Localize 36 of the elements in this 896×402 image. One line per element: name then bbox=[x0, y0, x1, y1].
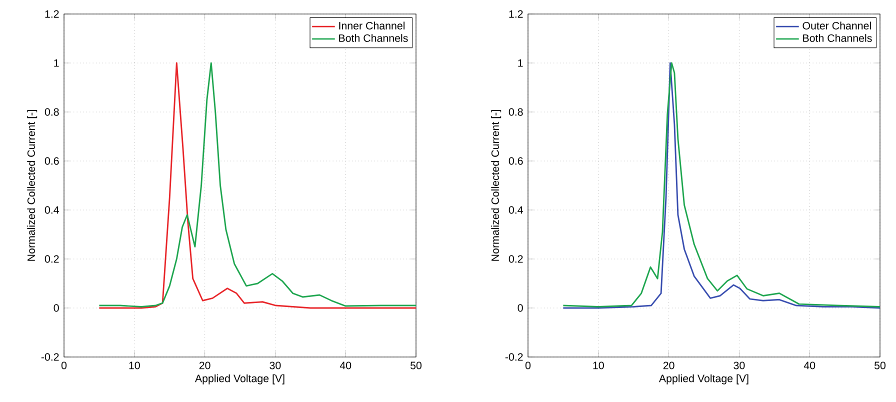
x-tick-label: 10 bbox=[129, 362, 140, 370]
y-tick-label: 0.2 bbox=[508, 255, 523, 263]
y-tick-label: 0 bbox=[54, 304, 59, 312]
legend-label: Inner Channel bbox=[339, 22, 405, 30]
y-axis-title: Normalized Collected Current [-] bbox=[491, 110, 502, 261]
x-tick-label: 40 bbox=[340, 362, 352, 370]
y-tick-label: -0.2 bbox=[41, 353, 59, 361]
y-tick-label: 1 bbox=[518, 59, 523, 67]
y-axis-title: Normalized Collected Current [-] bbox=[27, 110, 38, 261]
x-tick-label: 20 bbox=[663, 362, 674, 370]
y-tick-label: 0.6 bbox=[508, 157, 523, 165]
x-tick-label: 20 bbox=[199, 362, 210, 370]
legend-label: Outer Channel bbox=[802, 22, 871, 30]
y-tick-label: 1 bbox=[54, 59, 59, 67]
y-tick-label: 0.4 bbox=[44, 206, 59, 214]
y-tick-label: 0.6 bbox=[44, 157, 59, 165]
y-tick-label: 0 bbox=[518, 304, 523, 312]
x-tick-label: 30 bbox=[270, 362, 281, 370]
x-tick-label: 50 bbox=[874, 362, 886, 370]
x-tick-label: 30 bbox=[734, 362, 745, 370]
x-axis-title: Applied Voltage [V] bbox=[658, 374, 748, 384]
y-tick-label: 0.8 bbox=[44, 108, 59, 116]
y-tick-label: 0.4 bbox=[508, 206, 523, 214]
y-tick-label: 1.2 bbox=[45, 10, 59, 18]
legend-label: Both Channels bbox=[803, 34, 872, 42]
x-tick-label: 0 bbox=[525, 362, 531, 370]
legend-label: Both Channels bbox=[339, 34, 408, 42]
y-tick-label: 0.2 bbox=[44, 255, 59, 263]
x-tick-label: 50 bbox=[410, 362, 422, 370]
x-axis-title: Applied Voltage [V] bbox=[194, 374, 284, 384]
y-tick-label: 0.8 bbox=[508, 108, 523, 116]
y-tick-label: -0.2 bbox=[505, 353, 523, 361]
y-tick-label: 1.2 bbox=[509, 10, 523, 18]
x-tick-label: 10 bbox=[593, 362, 604, 370]
x-tick-label: 40 bbox=[804, 362, 816, 370]
x-tick-label: 0 bbox=[61, 362, 67, 370]
